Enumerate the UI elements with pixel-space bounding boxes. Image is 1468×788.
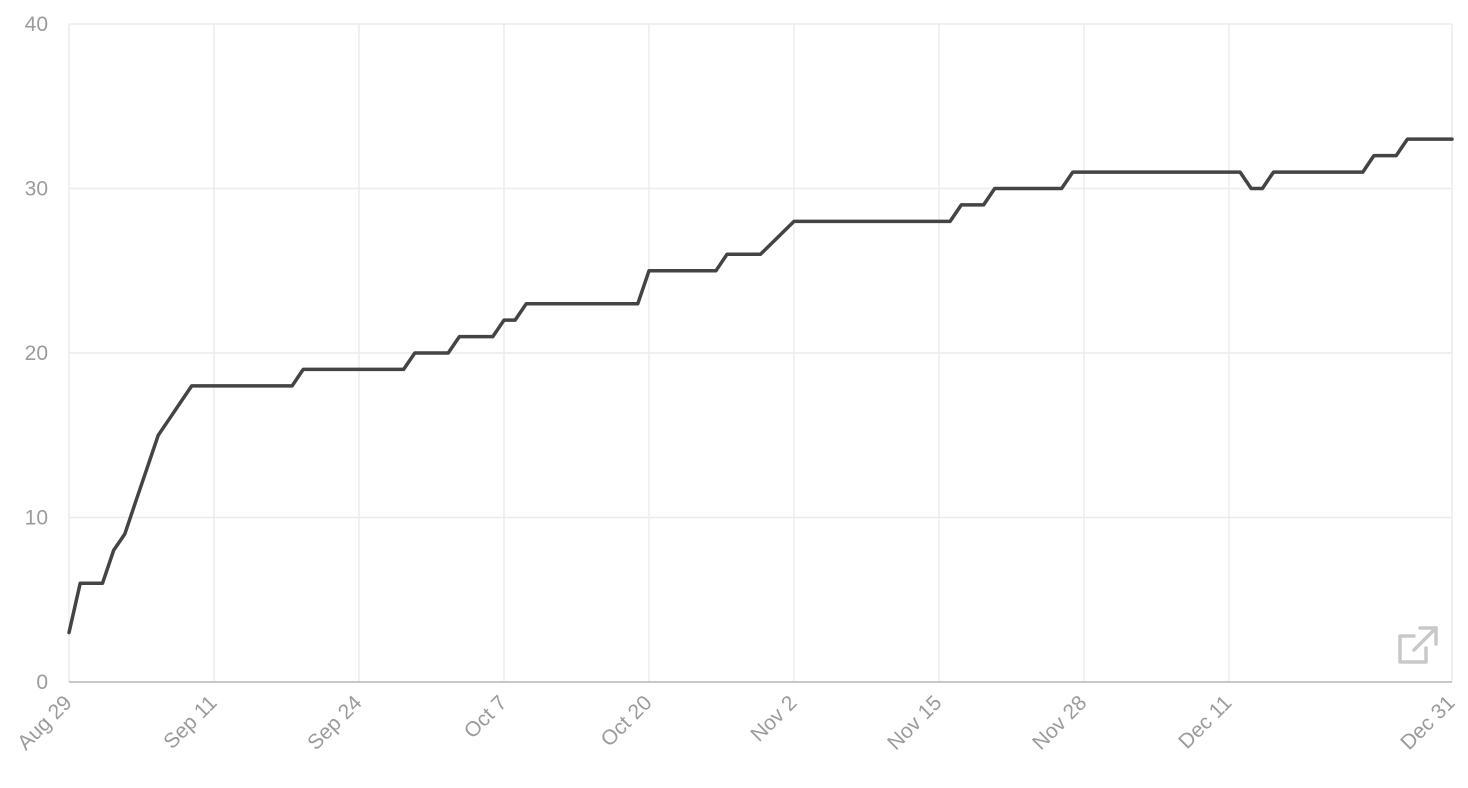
x-tick-label: Sep 11	[159, 691, 221, 753]
x-tick-label: Nov 15	[883, 691, 946, 754]
y-tick-label: 10	[25, 507, 48, 530]
y-tick-label: 20	[25, 342, 48, 365]
x-tick-label: Dec 31	[1396, 691, 1459, 754]
x-tick-label: Dec 11	[1174, 691, 1236, 753]
x-tick-label: Nov 2	[746, 691, 801, 746]
series-line	[67, 137, 1454, 635]
x-tick-label: Sep 24	[303, 691, 367, 755]
grid	[68, 23, 1453, 682]
x-tick-label: Aug 29	[13, 691, 76, 754]
x-tick-label: Nov 28	[1028, 691, 1091, 754]
y-tick-label: 40	[25, 13, 48, 36]
x-tick-label: Oct 7	[460, 691, 512, 743]
y-tick-label: 30	[25, 178, 48, 201]
external-link-icon[interactable]	[1394, 624, 1440, 668]
series-layer	[67, 137, 1454, 635]
tick-labels: 0 10 20 30 40 Aug 29 Sep 11 Sep 24 Oct 7 Oct 20 No…	[13, 13, 1459, 755]
x-tick-label: Oct 20	[596, 691, 656, 751]
y-tick-label: 0	[36, 671, 48, 694]
